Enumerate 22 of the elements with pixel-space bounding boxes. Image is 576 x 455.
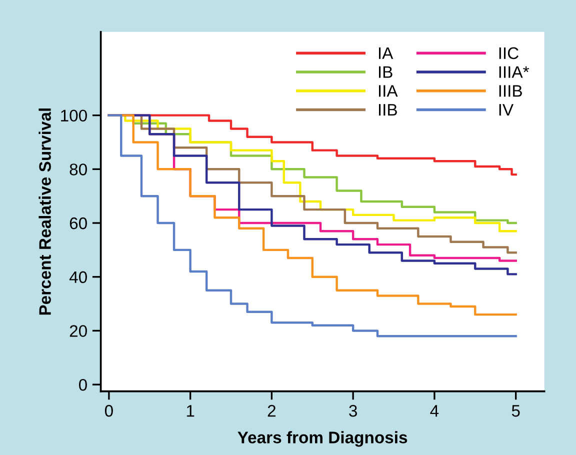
x-tick-label: 3	[349, 404, 357, 417]
y-tick-label: 80	[70, 164, 87, 176]
x-axis-title: Years from Diagnosis	[238, 431, 408, 447]
y-tick-label: 20	[70, 325, 87, 337]
x-tick-label: 1	[186, 405, 194, 417]
legend-label: IIB	[378, 104, 397, 116]
y-tick-label: 40	[69, 271, 87, 284]
legend-label: IB	[378, 66, 392, 78]
y-tick-label: 60	[70, 217, 87, 230]
x-tick-label: 4	[430, 405, 439, 417]
x-tick-label: 5	[512, 405, 520, 417]
legend-label: IIIA*	[499, 66, 530, 78]
x-tick-label: 0	[104, 404, 113, 417]
y-axis-title: Percent Realative Survival	[38, 108, 51, 315]
y-tick-label: 0	[78, 378, 87, 391]
legend-label: IIIB	[499, 85, 522, 97]
x-tick-label: 2	[268, 404, 276, 417]
legend-label: IIC	[499, 47, 518, 60]
legend-label: IV	[499, 104, 514, 116]
legend-label: IIA	[378, 85, 398, 97]
y-tick-label: 100	[61, 110, 87, 122]
legend-label: IA	[378, 47, 394, 59]
